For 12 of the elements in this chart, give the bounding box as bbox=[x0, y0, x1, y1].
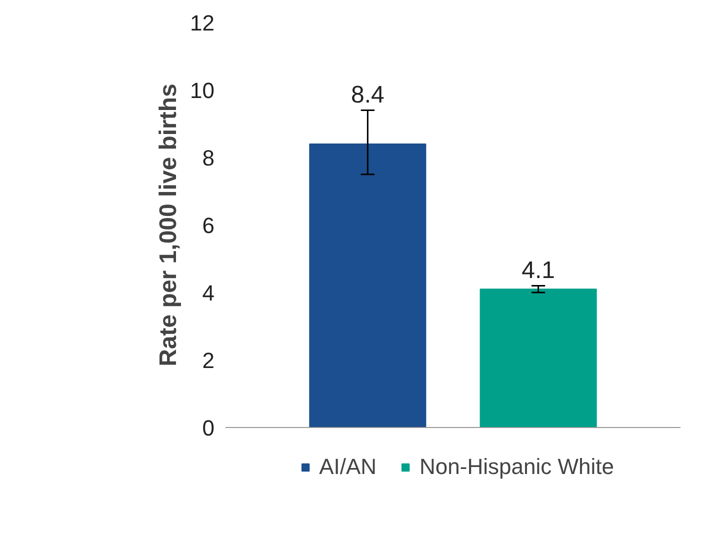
legend-label: Non-Hispanic White bbox=[420, 454, 614, 480]
data-label: 8.4 bbox=[351, 81, 384, 108]
y-tick-label: 12 bbox=[190, 10, 215, 36]
data-label: 4.1 bbox=[522, 256, 556, 284]
y-tick-label: 0 bbox=[202, 416, 215, 440]
y-tick-label: 8 bbox=[202, 146, 215, 170]
y-tick-label: 4 bbox=[202, 280, 215, 306]
legend-label: AI/AN bbox=[319, 454, 377, 480]
y-tick-label: 6 bbox=[202, 213, 215, 238]
y-tick-label: 10 bbox=[190, 78, 215, 103]
y-axis-title: Rate per 1,000 live births bbox=[155, 84, 182, 366]
y-tick-label: 2 bbox=[202, 348, 215, 373]
